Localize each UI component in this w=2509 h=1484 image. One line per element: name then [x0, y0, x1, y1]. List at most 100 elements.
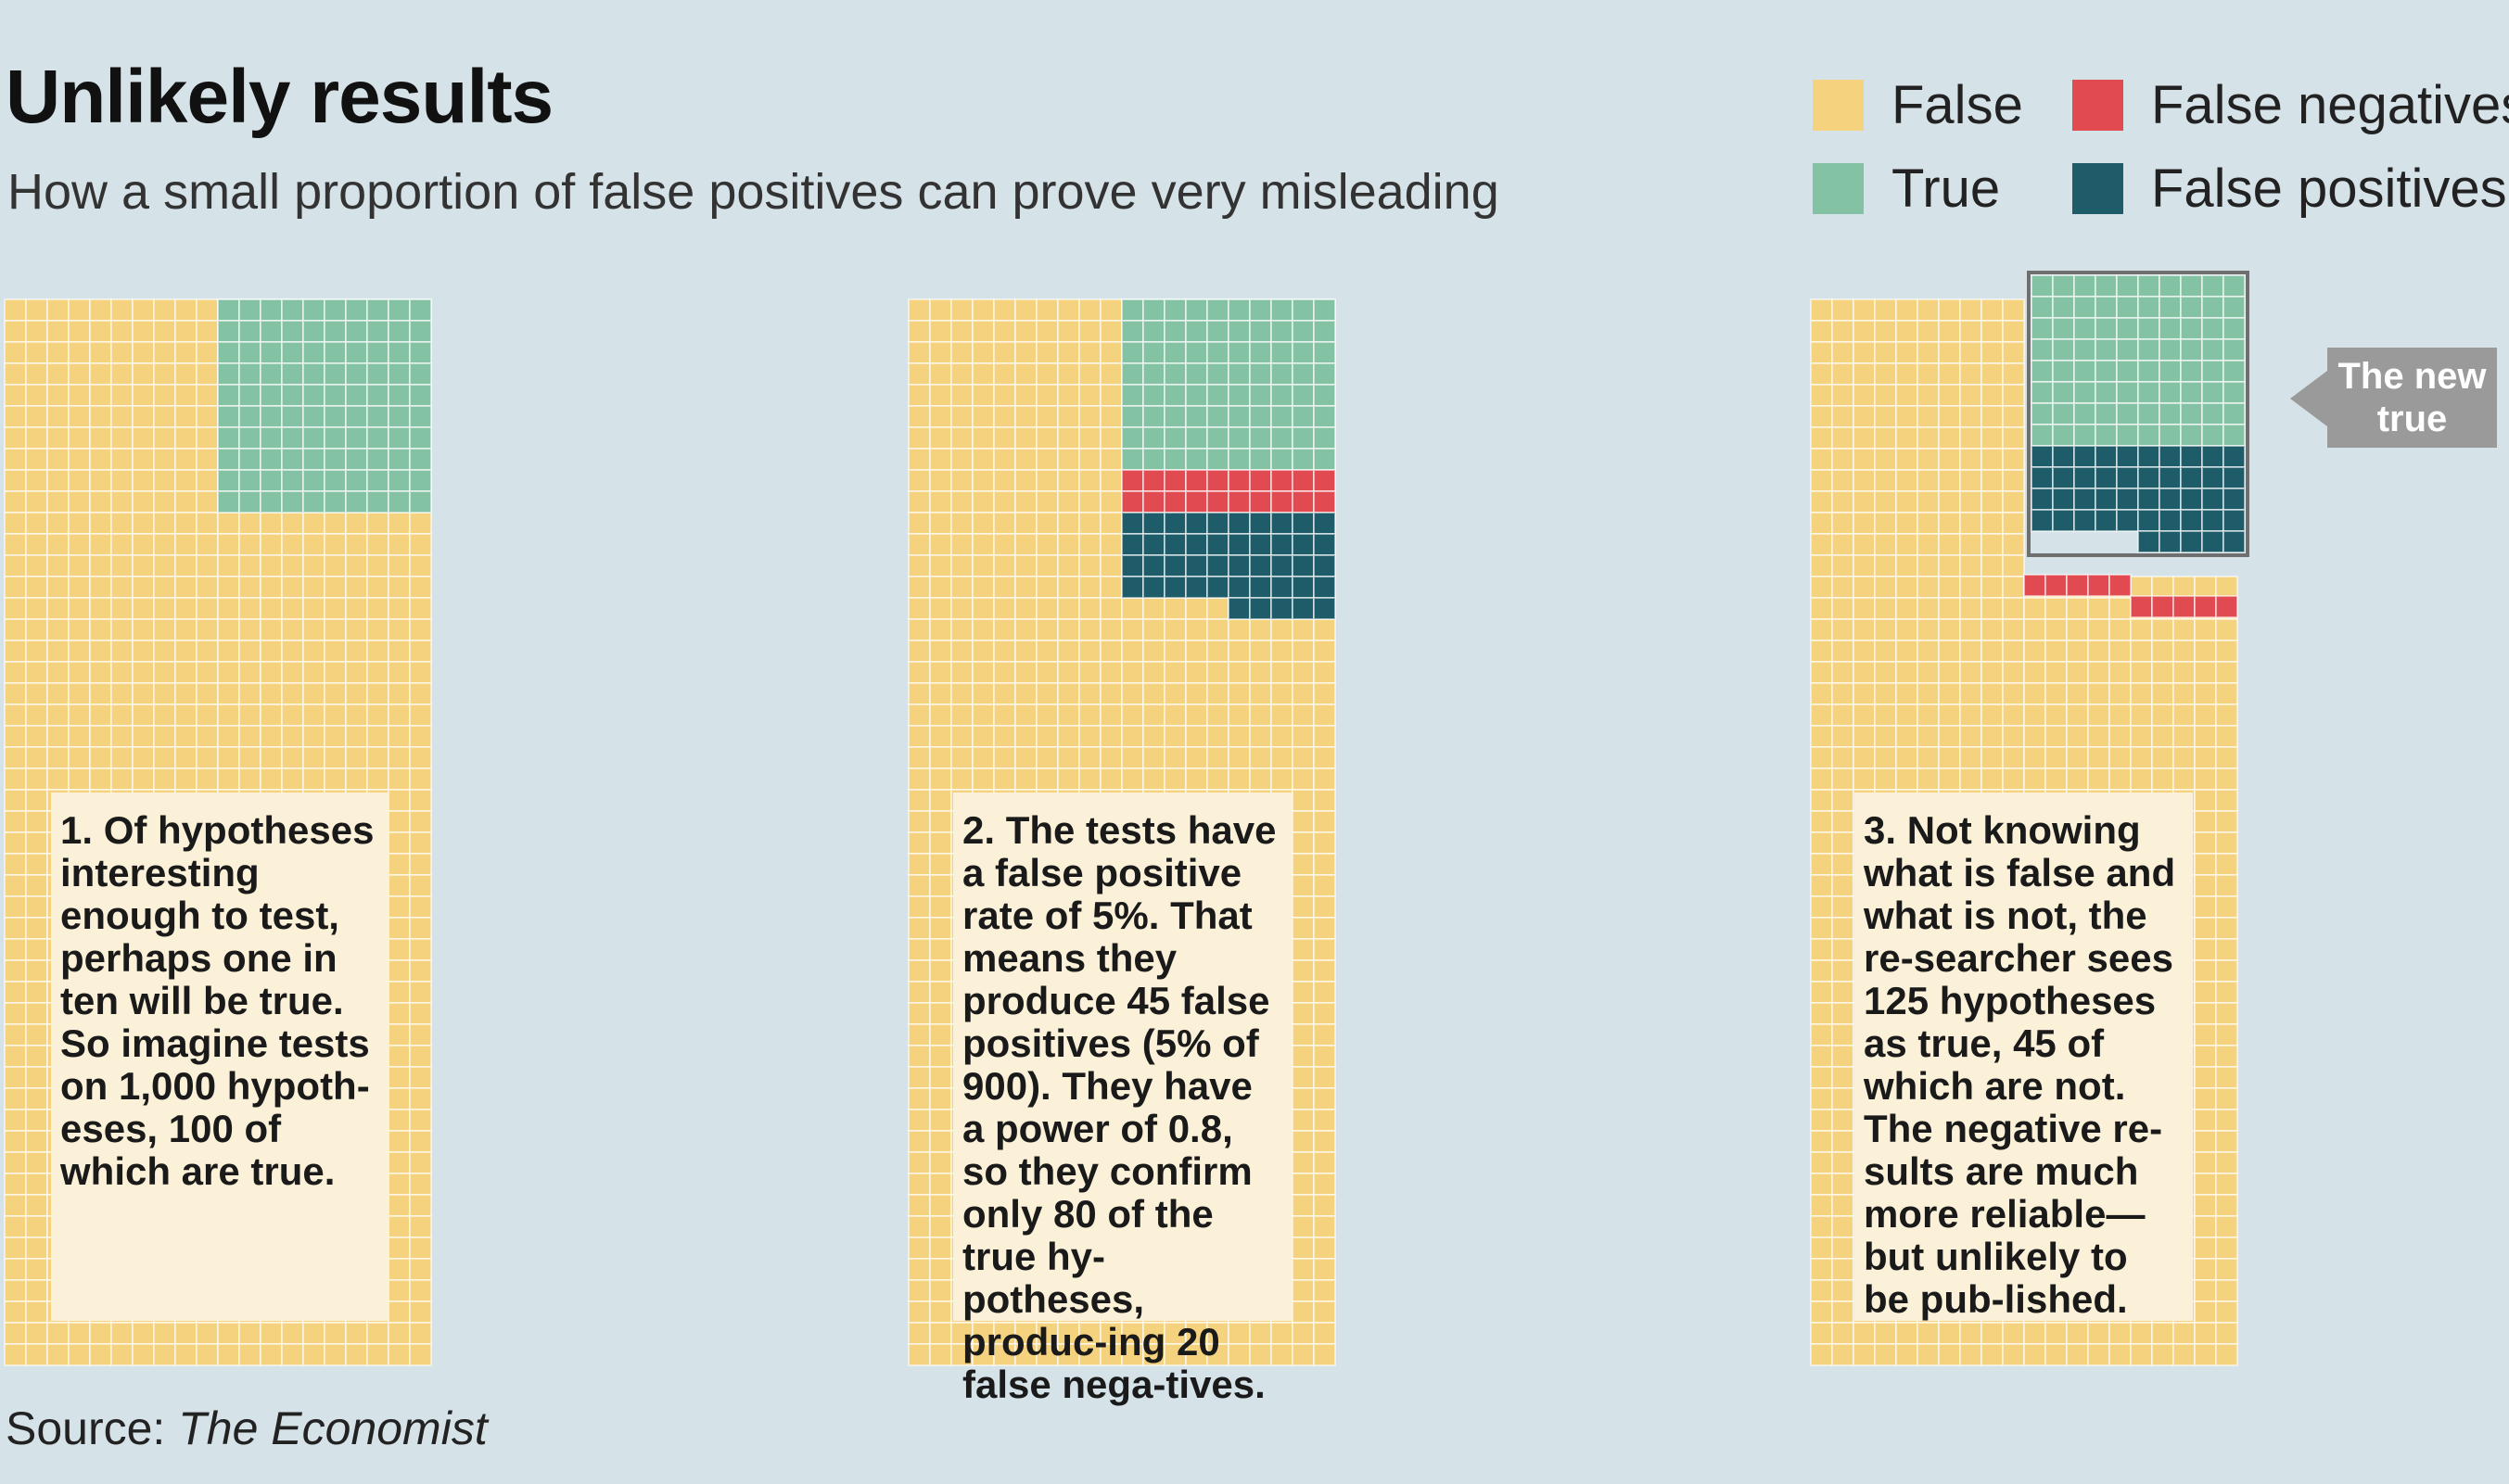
false-cell: [1313, 618, 1336, 641]
true-cell: [1185, 405, 1208, 428]
false-cell: [324, 640, 347, 663]
false-cell: [2215, 831, 2238, 855]
false-cell: [1292, 810, 1315, 833]
false-cell: [409, 1322, 432, 1345]
false-cell: [281, 1343, 304, 1366]
false-positive-cell: [2073, 509, 2096, 532]
false-cell: [1853, 320, 1876, 343]
false-cell: [1164, 618, 1187, 641]
false-cell: [1036, 767, 1059, 791]
false-cell: [1917, 576, 1940, 599]
false-cell: [4, 597, 27, 620]
false-cell: [950, 682, 974, 705]
true-cell: [217, 341, 240, 364]
false-cell: [1831, 959, 1854, 983]
false-cell: [366, 576, 389, 599]
false-cell: [1831, 704, 1854, 727]
true-cell: [1249, 320, 1272, 343]
false-cell: [25, 661, 48, 684]
false-cell: [1313, 981, 1336, 1004]
false-cell: [2215, 1002, 2238, 1025]
false-cell: [238, 533, 261, 556]
false-cell: [1938, 298, 1961, 322]
false-cell: [972, 746, 995, 769]
false-cell: [388, 1173, 411, 1196]
false-cell: [1831, 384, 1854, 407]
true-cell: [409, 320, 432, 343]
false-cell: [929, 895, 952, 919]
false-cell: [409, 1045, 432, 1068]
false-cell: [1206, 661, 1229, 684]
false-cell: [1270, 661, 1293, 684]
false-cell: [1831, 512, 1854, 535]
false-positive-cell: [2159, 466, 2182, 489]
false-cell: [1917, 704, 1940, 727]
false-cell: [89, 1343, 112, 1366]
false-cell: [132, 469, 155, 492]
true-cell: [1313, 298, 1336, 322]
false-cell: [2194, 1002, 2217, 1025]
false-cell: [4, 1002, 27, 1025]
false-cell: [1810, 853, 1833, 876]
false-cell: [2130, 682, 2153, 705]
false-cell: [1057, 469, 1080, 492]
false-cell: [174, 469, 197, 492]
false-cell: [1292, 618, 1315, 641]
false-cell: [929, 1045, 952, 1068]
false-cell: [238, 554, 261, 577]
false-cell: [972, 490, 995, 514]
false-cell: [1853, 533, 1876, 556]
false-cell: [1874, 1343, 1897, 1366]
true-cell: [260, 469, 283, 492]
false-cell: [1959, 597, 1982, 620]
false-cell: [972, 725, 995, 748]
true-cell: [2095, 424, 2118, 447]
false-cell: [1100, 767, 1123, 791]
false-cell: [929, 746, 952, 769]
false-cell: [281, 640, 304, 663]
false-cell: [908, 426, 931, 450]
false-cell: [281, 767, 304, 791]
true-cell: [2095, 381, 2118, 404]
false-cell: [2044, 640, 2068, 663]
true-cell: [2137, 317, 2160, 340]
false-cell: [1810, 490, 1833, 514]
false-cell: [25, 1173, 48, 1196]
false-cell: [25, 640, 48, 663]
false-cell: [2002, 384, 2025, 407]
false-cell: [2066, 767, 2089, 791]
false-positive-cell: [2052, 445, 2075, 468]
true-cell: [1292, 384, 1315, 407]
false-cell: [238, 682, 261, 705]
false-positive-cell: [2116, 445, 2139, 468]
false-cell: [1313, 789, 1336, 812]
false-cell: [1917, 405, 1940, 428]
false-cell: [388, 810, 411, 833]
true-cell: [1164, 405, 1187, 428]
false-cell: [2130, 661, 2153, 684]
false-cell: [929, 1258, 952, 1281]
false-cell: [1895, 576, 1918, 599]
false-cell: [1078, 725, 1102, 748]
true-cell: [2052, 402, 2075, 425]
false-cell: [1831, 725, 1854, 748]
false-cell: [153, 618, 176, 641]
false-cell: [68, 767, 91, 791]
false-cell: [2194, 1151, 2217, 1174]
true-cell: [2201, 381, 2224, 404]
true-cell: [217, 384, 240, 407]
false-cell: [174, 298, 197, 322]
false-cell: [1014, 597, 1038, 620]
true-cell: [1206, 405, 1229, 428]
false-cell: [196, 554, 219, 577]
false-cell: [1164, 746, 1187, 769]
false-cell: [25, 895, 48, 919]
false-cell: [2172, 661, 2196, 684]
false-negative-cell: [1206, 469, 1229, 492]
false-cell: [2002, 1343, 2025, 1366]
false-cell: [929, 682, 952, 705]
false-cell: [2002, 490, 2025, 514]
false-cell: [68, 576, 91, 599]
false-cell: [2087, 767, 2110, 791]
false-cell: [25, 938, 48, 961]
